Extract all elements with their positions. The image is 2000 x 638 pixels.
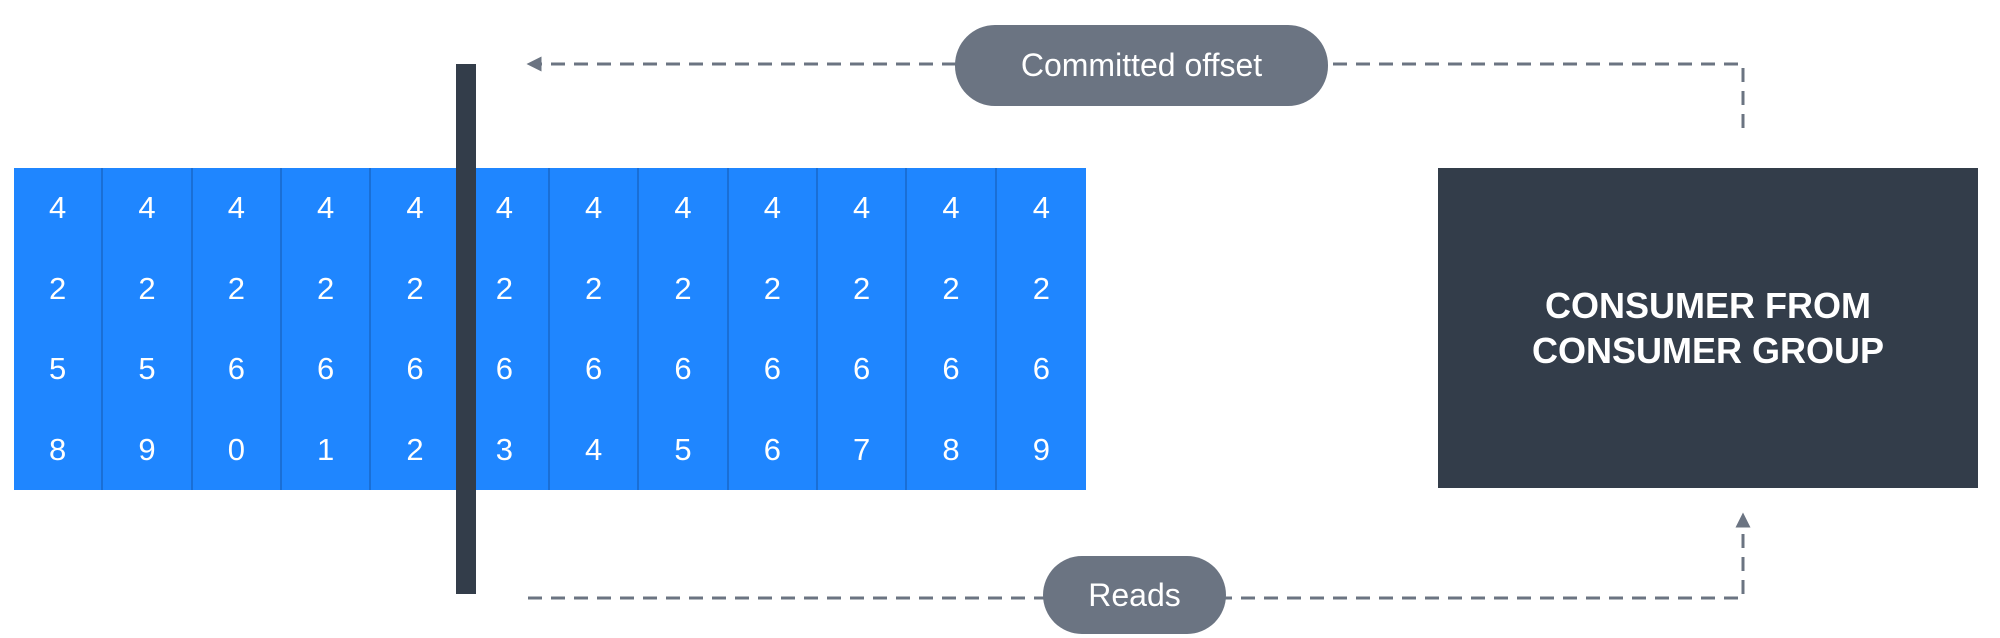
offset-digit: 5 xyxy=(674,431,692,467)
log-column: 4 2 6 0 xyxy=(193,168,282,490)
offset-digit: 2 xyxy=(674,270,692,306)
offset-digit: 6 xyxy=(406,351,424,387)
offset-digit: 2 xyxy=(406,431,424,467)
offset-digit: 5 xyxy=(138,351,156,387)
offset-digit: 6 xyxy=(495,351,513,387)
log-column: 4 2 6 3 xyxy=(461,168,550,490)
log-column: 4 2 6 7 xyxy=(818,168,908,490)
offset-digit: 2 xyxy=(406,270,424,306)
partition-log: 4 2 5 8 4 2 5 9 4 2 6 0 4 2 6 1 4 2 6 2 4 2 6 3 4 2 6 4 4 2 6 5 4 2 6 6 4 2 6 7… xyxy=(14,168,1086,490)
committed-offset-label: Committed offset xyxy=(955,25,1328,106)
offset-digit: 2 xyxy=(227,270,245,306)
offset-digit: 6 xyxy=(942,351,960,387)
reads-arrow xyxy=(528,512,1751,600)
offset-digit: 4 xyxy=(317,190,335,226)
offset-digit: 6 xyxy=(674,351,692,387)
offset-digit: 4 xyxy=(585,190,603,226)
offset-digit: 6 xyxy=(1032,351,1050,387)
offset-digit: 4 xyxy=(1032,190,1050,226)
offset-digit: 7 xyxy=(853,431,871,467)
offset-digit: 8 xyxy=(942,431,960,467)
offset-digit: 6 xyxy=(763,431,781,467)
offset-digit: 5 xyxy=(49,351,67,387)
log-column: 4 2 5 9 xyxy=(103,168,193,490)
offset-digit: 4 xyxy=(763,190,781,226)
consumer-box: CONSUMER FROM CONSUMER GROUP xyxy=(1438,168,1978,488)
offset-digit: 6 xyxy=(853,351,871,387)
offset-digit: 4 xyxy=(942,190,960,226)
offset-digit: 4 xyxy=(853,190,871,226)
offset-digit: 4 xyxy=(495,190,513,226)
log-column: 4 2 5 8 xyxy=(14,168,104,490)
log-column: 4 2 6 9 xyxy=(997,168,1086,490)
offset-digit: 2 xyxy=(317,270,335,306)
log-column: 4 2 6 1 xyxy=(282,168,372,490)
offset-digit: 2 xyxy=(853,270,871,306)
offset-digit: 2 xyxy=(942,270,960,306)
offset-digit: 6 xyxy=(585,351,603,387)
offset-digit: 4 xyxy=(585,431,603,467)
log-column: 4 2 6 6 xyxy=(729,168,818,490)
offset-digit: 2 xyxy=(495,270,513,306)
consumer-label: CONSUMER FROM CONSUMER GROUP xyxy=(1531,285,1885,371)
offset-digit: 9 xyxy=(1032,431,1050,467)
log-column: 4 2 6 4 xyxy=(550,168,640,490)
offset-digit: 4 xyxy=(138,190,156,226)
offset-marker xyxy=(456,64,476,594)
offset-digit: 6 xyxy=(763,351,781,387)
offset-digit: 6 xyxy=(317,351,335,387)
log-column: 4 2 6 5 xyxy=(639,168,729,490)
offset-digit: 3 xyxy=(495,431,513,467)
offset-digit: 4 xyxy=(406,190,424,226)
offset-digit: 1 xyxy=(317,431,335,467)
offset-digit: 8 xyxy=(49,431,67,467)
log-column: 4 2 6 2 xyxy=(371,168,461,490)
offset-digit: 0 xyxy=(227,431,245,467)
offset-digit: 4 xyxy=(227,190,245,226)
offset-digit: 4 xyxy=(49,190,67,226)
offset-digit: 4 xyxy=(674,190,692,226)
offset-digit: 6 xyxy=(227,351,245,387)
offset-digit: 9 xyxy=(138,431,156,467)
offset-digit: 2 xyxy=(49,270,67,306)
log-column: 4 2 6 8 xyxy=(907,168,997,490)
offset-digit: 2 xyxy=(138,270,156,306)
offset-digit: 2 xyxy=(1032,270,1050,306)
reads-label: Reads xyxy=(1043,556,1226,634)
offset-digit: 2 xyxy=(763,270,781,306)
offset-digit: 2 xyxy=(585,270,603,306)
